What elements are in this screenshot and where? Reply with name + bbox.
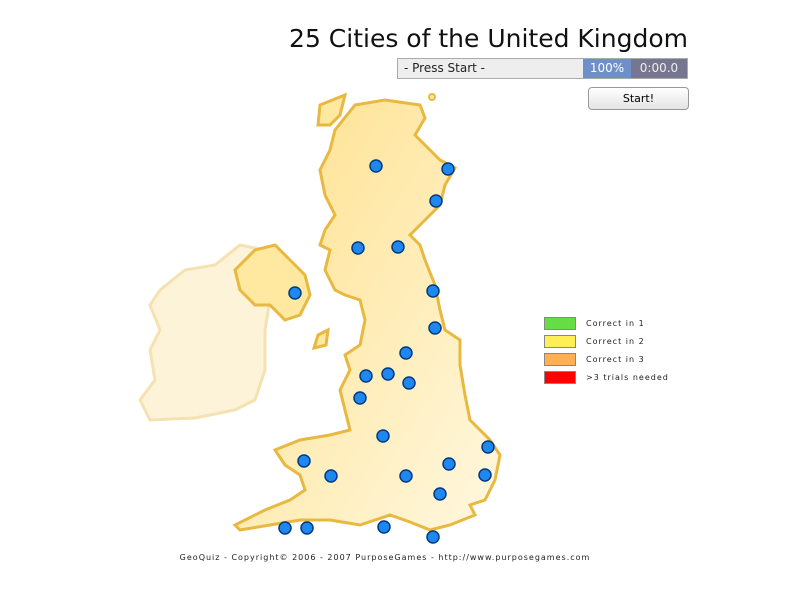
legend-swatch	[544, 352, 576, 366]
city-marker[interactable]	[399, 346, 413, 360]
legend-label: Correct in 3	[586, 354, 645, 364]
city-marker[interactable]	[376, 429, 390, 443]
city-marker[interactable]	[442, 457, 456, 471]
city-markers	[278, 159, 495, 544]
city-marker[interactable]	[441, 162, 455, 176]
city-marker[interactable]	[353, 391, 367, 405]
city-marker[interactable]	[402, 376, 416, 390]
legend-item: >3 trials needed	[544, 368, 669, 386]
great-britain-region	[232, 98, 502, 532]
legend-swatch	[544, 316, 576, 330]
city-marker[interactable]	[300, 521, 314, 535]
legend: Correct in 1 Correct in 2 Correct in 3 >…	[544, 314, 669, 386]
isle-of-man	[311, 327, 330, 351]
legend-swatch	[544, 370, 576, 384]
legend-label: >3 trials needed	[586, 372, 669, 382]
city-marker[interactable]	[391, 240, 405, 254]
legend-swatch	[544, 334, 576, 348]
question-prompt: - Press Start -	[398, 59, 583, 78]
legend-label: Correct in 2	[586, 336, 645, 346]
legend-label: Correct in 1	[586, 318, 645, 328]
western-isles	[316, 92, 348, 127]
city-marker[interactable]	[377, 520, 391, 534]
start-button[interactable]: Start!	[588, 87, 689, 110]
northern-ireland-region	[233, 243, 312, 322]
legend-item: Correct in 3	[544, 350, 669, 368]
status-bar: - Press Start - 100% 0:00.0	[397, 58, 688, 79]
orkney-island	[428, 93, 436, 101]
city-marker[interactable]	[426, 284, 440, 298]
city-marker[interactable]	[278, 521, 292, 535]
city-marker[interactable]	[351, 241, 365, 255]
city-marker[interactable]	[359, 369, 373, 383]
city-marker[interactable]	[429, 194, 443, 208]
city-marker[interactable]	[433, 487, 447, 501]
city-marker[interactable]	[369, 159, 383, 173]
page-title: 25 Cities of the United Kingdom	[289, 24, 688, 53]
city-marker[interactable]	[324, 469, 338, 483]
timer: 0:00.0	[631, 59, 687, 78]
city-marker[interactable]	[426, 530, 440, 544]
city-marker[interactable]	[428, 321, 442, 335]
city-marker[interactable]	[297, 454, 311, 468]
legend-item: Correct in 1	[544, 314, 669, 332]
footer-copyright: GeoQuiz - Copyright© 2006 - 2007 Purpose…	[179, 553, 591, 562]
city-marker[interactable]	[381, 367, 395, 381]
legend-item: Correct in 2	[544, 332, 669, 350]
city-marker[interactable]	[481, 440, 495, 454]
progress-percent: 100%	[583, 59, 631, 78]
city-marker[interactable]	[478, 468, 492, 482]
city-marker[interactable]	[288, 286, 302, 300]
city-marker[interactable]	[399, 469, 413, 483]
ireland-region	[138, 243, 272, 422]
